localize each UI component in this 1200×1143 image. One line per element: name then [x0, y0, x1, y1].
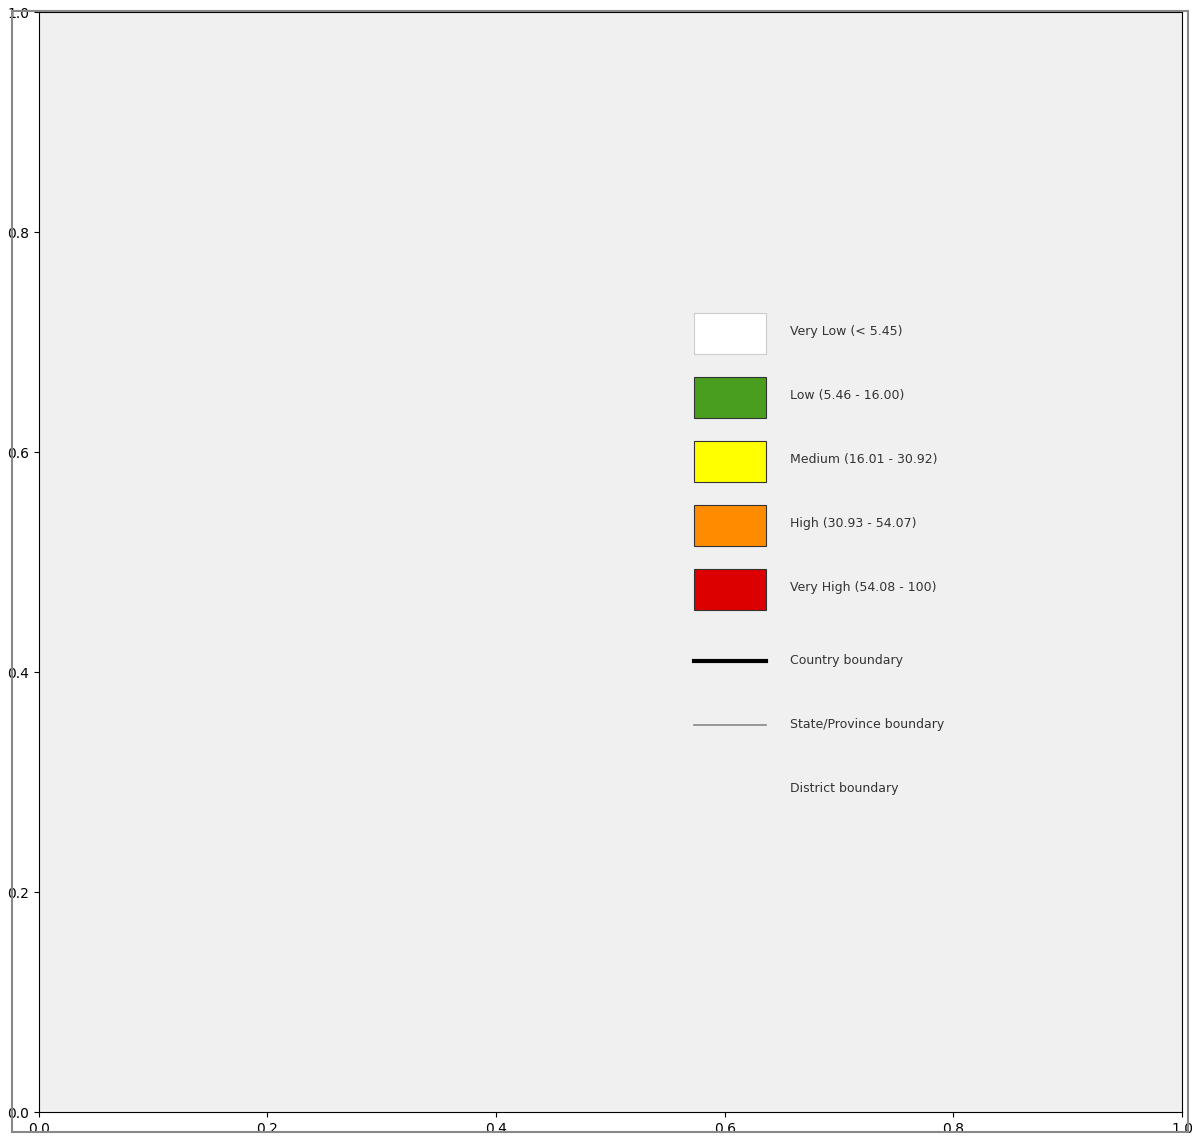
Text: Country boundary: Country boundary — [790, 654, 902, 668]
Text: Very High (54.08 - 100): Very High (54.08 - 100) — [790, 581, 936, 594]
Text: High (30.93 - 54.07): High (30.93 - 54.07) — [790, 517, 916, 530]
Bar — [694, 505, 766, 546]
Bar — [694, 569, 766, 610]
Text: State/Province boundary: State/Province boundary — [790, 718, 944, 732]
Bar — [694, 313, 766, 354]
Text: District boundary: District boundary — [790, 782, 898, 796]
Bar — [694, 377, 766, 418]
Text: Very Low (< 5.45): Very Low (< 5.45) — [790, 325, 902, 338]
Text: Low (5.46 - 16.00): Low (5.46 - 16.00) — [790, 389, 904, 402]
Text: Medium (16.01 - 30.92): Medium (16.01 - 30.92) — [790, 453, 937, 466]
Bar — [694, 441, 766, 482]
